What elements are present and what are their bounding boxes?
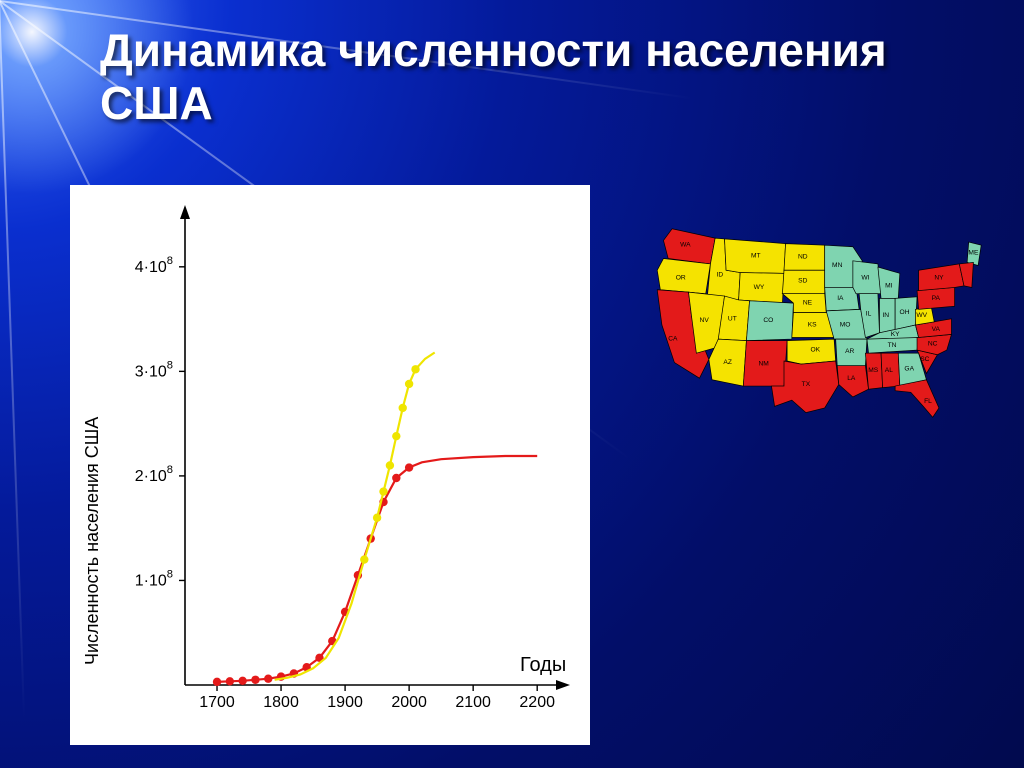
svg-text:1700: 1700 xyxy=(199,694,235,711)
svg-text:ME: ME xyxy=(968,250,979,257)
svg-text:Численность населения США: Численность населения США xyxy=(82,417,102,665)
svg-text:CA: CA xyxy=(668,336,678,343)
svg-text:ID: ID xyxy=(716,271,723,278)
svg-text:NV: NV xyxy=(700,317,710,324)
svg-text:MO: MO xyxy=(840,322,851,329)
svg-text:NM: NM xyxy=(758,361,768,368)
svg-text:MI: MI xyxy=(885,282,893,289)
svg-text:1800: 1800 xyxy=(263,694,299,711)
svg-text:NC: NC xyxy=(928,340,938,347)
svg-text:MS: MS xyxy=(868,367,879,374)
svg-text:LA: LA xyxy=(847,375,856,382)
svg-text:IN: IN xyxy=(882,312,889,319)
svg-text:TN: TN xyxy=(888,342,897,349)
svg-text:OH: OH xyxy=(900,309,910,316)
svg-text:2000: 2000 xyxy=(391,694,427,711)
svg-text:WY: WY xyxy=(754,284,765,291)
svg-text:UT: UT xyxy=(728,315,737,322)
svg-text:WI: WI xyxy=(861,275,869,282)
slide-title: Динамика численности населения США xyxy=(100,24,984,130)
svg-text:FL: FL xyxy=(924,398,932,405)
svg-text:ND: ND xyxy=(798,253,808,260)
svg-text:VA: VA xyxy=(932,326,941,333)
svg-text:2200: 2200 xyxy=(519,694,555,711)
svg-text:TX: TX xyxy=(802,381,811,388)
svg-text:AZ: AZ xyxy=(723,359,732,366)
svg-text:KY: KY xyxy=(891,331,900,338)
state-FL xyxy=(895,380,939,418)
slide: Динамика численности населения США 1700 1… xyxy=(0,0,1024,768)
svg-text:IA: IA xyxy=(837,295,844,302)
svg-text:MN: MN xyxy=(832,262,843,269)
svg-text:WV: WV xyxy=(916,312,927,319)
us-states-map: WA OR CA ID NV MT WY UT CO AZ NM ND SD NE KS OK TX MN IA MO… xyxy=(640,200,1000,450)
svg-text:AR: AR xyxy=(845,348,854,355)
svg-text:IL: IL xyxy=(866,311,872,318)
svg-text:MT: MT xyxy=(751,253,761,260)
svg-text:OR: OR xyxy=(676,275,686,282)
svg-text:AL: AL xyxy=(885,367,893,374)
svg-text:NY: NY xyxy=(934,275,944,282)
svg-text:CO: CO xyxy=(763,317,773,324)
svg-text:Годы: Годы xyxy=(520,654,566,676)
svg-text:GA: GA xyxy=(904,365,914,372)
svg-text:WA: WA xyxy=(680,242,691,249)
svg-text:SC: SC xyxy=(920,356,929,363)
svg-text:2100: 2100 xyxy=(455,694,491,711)
svg-text:1900: 1900 xyxy=(327,694,363,711)
svg-text:KS: KS xyxy=(808,322,817,329)
svg-text:OK: OK xyxy=(810,347,820,354)
svg-text:PA: PA xyxy=(932,295,941,302)
svg-text:SD: SD xyxy=(798,278,807,285)
light-ray xyxy=(0,0,25,720)
population-chart: 1700180019002000210022001·1082·1083·1084… xyxy=(70,185,590,745)
svg-text:NE: NE xyxy=(803,300,813,307)
